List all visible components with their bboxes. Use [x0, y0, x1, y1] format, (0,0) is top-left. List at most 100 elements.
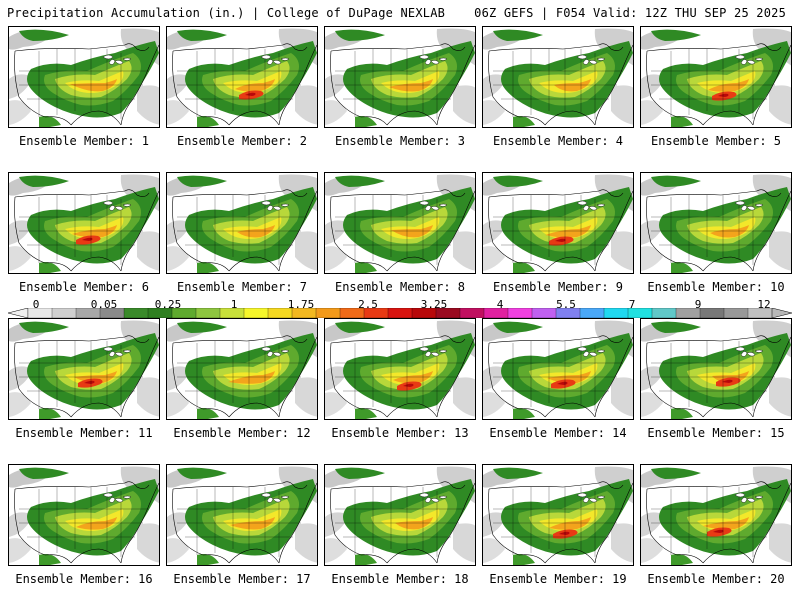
precip-map — [167, 319, 317, 419]
colorbar-swatch — [147, 308, 173, 318]
colorbar-tick-label: 7 — [628, 298, 636, 311]
ensemble-map-panel — [324, 318, 476, 420]
colorbar-swatch — [483, 308, 509, 318]
ensemble-member-label: Ensemble Member: 10 — [647, 280, 785, 294]
colorbar-swatch — [411, 308, 437, 318]
colorbar-swatch — [387, 308, 413, 318]
colorbar-swatch — [579, 308, 605, 318]
ensemble-member-label: Ensemble Member: 5 — [650, 134, 782, 148]
colorbar-swatch — [171, 308, 197, 318]
ensemble-map-panel — [324, 172, 476, 274]
colorbar-swatch — [603, 308, 629, 318]
precip-map — [325, 173, 475, 273]
ensemble-member-label: Ensemble Member: 3 — [334, 134, 466, 148]
ensemble-map-panel — [324, 26, 476, 128]
colorbar-swatch — [75, 308, 101, 318]
colorbar-swatch — [675, 308, 701, 318]
ensemble-member-label: Ensemble Member: 12 — [173, 426, 311, 440]
ensemble-map-panel — [8, 318, 160, 420]
colorbar-tick-label: 5.5 — [556, 298, 576, 311]
colorbar-right-arrow — [771, 308, 792, 318]
colorbar-swatch — [339, 308, 365, 318]
colorbar-tick-label: 0.05 — [90, 298, 118, 311]
precip-map — [325, 465, 475, 565]
ensemble-member-label: Ensemble Member: 14 — [489, 426, 627, 440]
colorbar-swatch — [459, 308, 485, 318]
precip-map — [641, 465, 791, 565]
precip-map — [325, 27, 475, 127]
colorbar-swatch — [291, 308, 317, 318]
ensemble-member-label: Ensemble Member: 13 — [331, 426, 469, 440]
precip-map — [641, 27, 791, 127]
ensemble-map-panel — [482, 172, 634, 274]
colorbar-swatch — [723, 308, 749, 318]
precip-map — [9, 319, 159, 419]
precip-map — [167, 27, 317, 127]
colorbar-swatch — [267, 308, 293, 318]
colorbar-swatch — [747, 308, 773, 318]
ensemble-member-label: Ensemble Member: 2 — [176, 134, 308, 148]
colorbar-swatch — [651, 308, 677, 318]
colorbar-swatch — [51, 308, 77, 318]
ensemble-map-panel — [166, 172, 318, 274]
colorbar-swatch — [195, 308, 221, 318]
colorbar-swatch — [219, 308, 245, 318]
ensemble-map-panel — [324, 464, 476, 566]
ensemble-map-panel — [640, 318, 792, 420]
ensemble-map-panel — [640, 172, 792, 274]
ensemble-map-panel — [482, 464, 634, 566]
ensemble-map-panel — [482, 318, 634, 420]
ensemble-member-label: Ensemble Member: 20 — [647, 572, 785, 586]
model-run-info: 06Z GEFS | F054 Valid: 12Z THU SEP 25 20… — [474, 6, 786, 20]
colorbar-swatch — [123, 308, 149, 318]
colorbar-swatch — [507, 308, 533, 318]
colorbar-swatch — [555, 308, 581, 318]
map-title: Precipitation Accumulation (in.) | Colle… — [7, 6, 446, 20]
colorbar-swatch — [435, 308, 461, 318]
ensemble-map-panel — [640, 464, 792, 566]
precip-map — [9, 27, 159, 127]
precip-map — [9, 173, 159, 273]
precip-map — [483, 173, 633, 273]
colorbar-swatch — [363, 308, 389, 318]
colorbar-tick-label: 3.25 — [420, 298, 448, 311]
colorbar-swatch — [627, 308, 653, 318]
ensemble-map-panel — [166, 464, 318, 566]
colorbar-tick-label: 1.75 — [287, 298, 315, 311]
colorbar-tick-label: 0 — [32, 298, 40, 311]
ensemble-map-panel — [640, 26, 792, 128]
precip-map — [483, 27, 633, 127]
colorbar-swatch — [27, 308, 53, 318]
precipitation-colorbar: 0 0.05 0.25 1 1.75 2.5 3.25 4 5.5 7 9 12 — [8, 298, 792, 320]
ensemble-map-panel — [8, 26, 160, 128]
ensemble-member-label: Ensemble Member: 15 — [647, 426, 785, 440]
colorbar-tick-label: 4 — [496, 298, 504, 311]
colorbar-left-arrow — [8, 308, 29, 318]
ensemble-map-panel — [8, 464, 160, 566]
precip-map — [483, 465, 633, 565]
precip-map — [641, 319, 791, 419]
colorbar-swatch — [99, 308, 125, 318]
ensemble-member-label: Ensemble Member: 7 — [176, 280, 308, 294]
ensemble-member-label: Ensemble Member: 17 — [173, 572, 311, 586]
ensemble-map-panel — [8, 172, 160, 274]
colorbar-bar — [8, 308, 792, 318]
ensemble-map-panel — [166, 318, 318, 420]
ensemble-member-label: Ensemble Member: 8 — [334, 280, 466, 294]
ensemble-member-label: Ensemble Member: 18 — [331, 572, 469, 586]
colorbar-tick-label: 9 — [694, 298, 702, 311]
colorbar-tick-label: 1 — [230, 298, 238, 311]
ensemble-map-panel — [166, 26, 318, 128]
colorbar-swatch — [243, 308, 269, 318]
ensemble-member-label: Ensemble Member: 4 — [492, 134, 624, 148]
precip-map — [167, 465, 317, 565]
precip-map — [167, 173, 317, 273]
ensemble-member-label: Ensemble Member: 9 — [492, 280, 624, 294]
precip-map — [483, 319, 633, 419]
precip-map — [641, 173, 791, 273]
colorbar-tick-label: 2.5 — [358, 298, 378, 311]
colorbar-swatch — [699, 308, 725, 318]
ensemble-member-label: Ensemble Member: 6 — [18, 280, 150, 294]
colorbar-tick-label: 0.25 — [154, 298, 182, 311]
ensemble-member-label: Ensemble Member: 16 — [15, 572, 153, 586]
